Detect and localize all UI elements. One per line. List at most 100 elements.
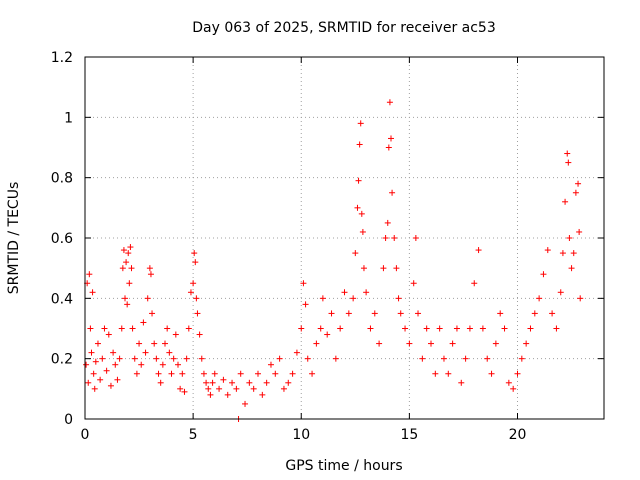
data-point	[576, 228, 583, 235]
data-point	[391, 235, 398, 241]
data-point	[107, 382, 114, 389]
data-point	[162, 340, 169, 347]
data-point	[293, 349, 300, 356]
data-point	[497, 310, 504, 317]
data-point	[207, 391, 214, 398]
data-point	[209, 379, 216, 386]
data-point	[181, 388, 188, 395]
data-point	[250, 385, 257, 392]
data-point	[436, 325, 443, 332]
axes: 0 5 10 15 20 0 0.2 0.4 0.6 0.8 1 1.2	[51, 50, 604, 443]
data-point	[382, 235, 389, 241]
data-point	[440, 355, 447, 362]
data-point	[302, 301, 309, 308]
data-point	[105, 331, 112, 338]
data-point	[86, 271, 93, 278]
data-point	[128, 265, 135, 272]
data-point	[453, 325, 460, 332]
data-point	[350, 295, 357, 302]
data-point	[103, 367, 110, 374]
data-point	[384, 219, 391, 226]
data-point	[196, 331, 203, 338]
data-point	[324, 331, 331, 338]
data-point	[313, 340, 320, 347]
data-point	[298, 325, 305, 332]
data-point	[371, 310, 378, 317]
x-tick-label: 5	[189, 427, 198, 443]
x-tick-label: 15	[400, 427, 418, 443]
data-point	[458, 379, 465, 386]
data-point	[179, 370, 186, 377]
data-point	[570, 250, 577, 257]
data-point	[387, 135, 394, 142]
data-point	[133, 370, 140, 377]
data-point	[386, 99, 393, 106]
data-point	[562, 198, 569, 205]
data-point	[272, 370, 279, 377]
data-point	[518, 355, 525, 362]
data-point	[531, 310, 538, 317]
y-tick-label: 0.4	[51, 291, 73, 307]
data-point	[205, 385, 212, 392]
data-point	[484, 355, 491, 362]
data-point	[510, 385, 517, 392]
data-point	[172, 331, 179, 338]
x-axis-label: GPS time / hours	[285, 458, 402, 474]
data-point	[557, 289, 564, 296]
data-point	[527, 325, 534, 332]
data-point	[565, 159, 572, 166]
data-point	[242, 400, 249, 407]
data-point	[114, 376, 121, 383]
grid	[85, 57, 604, 419]
data-point	[462, 355, 469, 362]
data-point	[536, 295, 543, 302]
data-point	[505, 379, 512, 386]
data-point	[211, 370, 218, 377]
data-point	[129, 325, 136, 332]
y-tick-label: 0.6	[51, 231, 73, 247]
data-point	[237, 370, 244, 377]
data-point	[220, 376, 227, 383]
data-point	[523, 340, 530, 347]
data-point	[94, 340, 101, 347]
data-point	[412, 235, 419, 241]
chart-title: Day 063 of 2025, SRMTID for receiver ac5…	[192, 20, 496, 36]
data-point	[91, 385, 98, 392]
data-point	[363, 289, 370, 296]
data-point	[97, 376, 104, 383]
data-point	[471, 280, 478, 287]
data-point	[385, 144, 392, 151]
y-tick-label: 1	[64, 110, 73, 126]
data-point	[92, 358, 99, 365]
data-point	[380, 265, 387, 272]
data-point	[126, 280, 133, 287]
data-point	[432, 370, 439, 377]
data-point	[203, 379, 210, 386]
data-point	[352, 250, 359, 257]
data-point	[359, 228, 366, 235]
data-point	[138, 361, 145, 368]
data-point	[99, 355, 106, 362]
data-point	[395, 295, 402, 302]
data-point	[233, 385, 240, 392]
data-point	[259, 391, 266, 398]
data-point	[309, 370, 316, 377]
data-point	[449, 340, 456, 347]
data-point	[445, 370, 452, 377]
data-point	[200, 370, 207, 377]
data-point	[127, 244, 134, 251]
data-point	[157, 379, 164, 386]
data-point	[345, 310, 352, 317]
data-point	[577, 295, 584, 302]
x-tick-label: 10	[292, 427, 310, 443]
data-point	[192, 259, 199, 266]
data-point	[88, 349, 95, 356]
data-point	[123, 259, 130, 266]
data-point	[402, 325, 409, 332]
data-point	[328, 310, 335, 317]
data-point	[544, 247, 551, 254]
data-point	[540, 271, 547, 278]
data-point	[101, 325, 108, 332]
data-point	[170, 355, 177, 362]
data-point	[191, 250, 198, 257]
